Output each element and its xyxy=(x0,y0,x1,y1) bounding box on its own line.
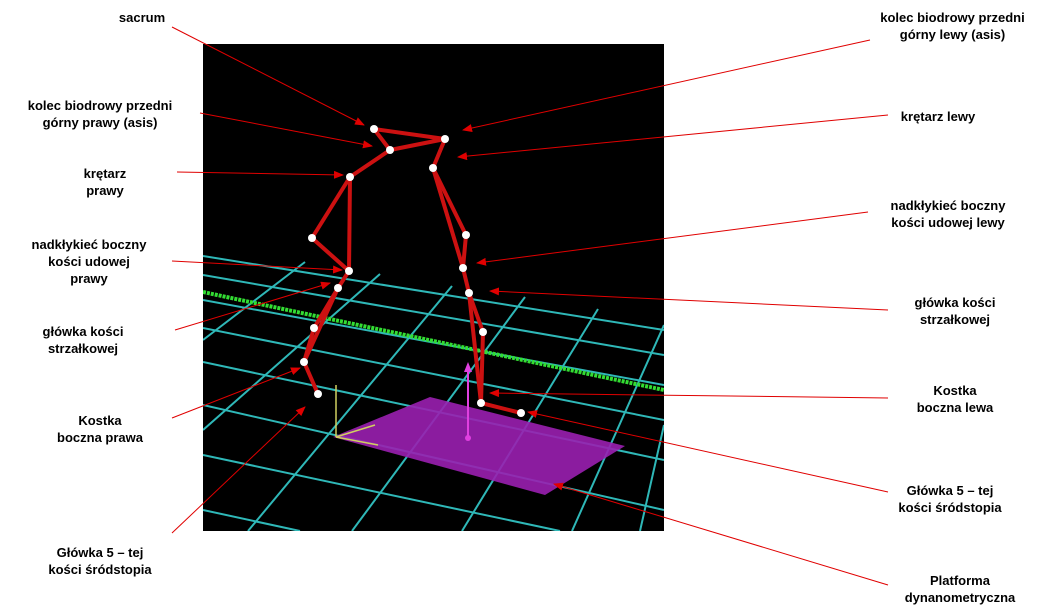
marker-trochanter-right xyxy=(346,173,354,181)
marker-epicondyle-right xyxy=(345,267,353,275)
marker-shank-left xyxy=(479,328,487,336)
marker-epicondyle-left xyxy=(459,264,467,272)
label-metatarsal-right: Główka 5 – tej kości śródstopia xyxy=(48,545,152,577)
annotation-arrows xyxy=(171,26,889,586)
coordinate-axes xyxy=(335,385,379,446)
label-metatarsal-left: Główka 5 – tej kości śródstopia xyxy=(898,483,1002,515)
label-trochanter-right: krętarz prawy xyxy=(83,166,127,198)
marker-thigh-left xyxy=(462,231,470,239)
ground-grid xyxy=(203,255,664,531)
label-epicondyle-left: nadkłykieć boczny kości udowej lewy xyxy=(890,198,1006,230)
label-fibula-head-left: główka kości strzałkowej xyxy=(914,295,996,327)
marker-asis-left xyxy=(441,135,449,143)
label-fibula-head-right: główka kości strzałkowej xyxy=(42,324,124,356)
marker-fibula-head-left xyxy=(465,289,473,297)
force-vector xyxy=(464,362,472,441)
label-platform: Platforma dynanometryczna xyxy=(904,573,1016,605)
label-sacrum: sacrum xyxy=(118,10,166,25)
label-trochanter-left: krętarz lewy xyxy=(900,109,976,124)
marker-metatarsal-left xyxy=(517,409,525,417)
skeleton-markers xyxy=(300,125,525,417)
marker-fibula-head-right xyxy=(334,284,342,292)
marker-ankle-right xyxy=(300,358,308,366)
force-platform xyxy=(333,397,625,495)
marker-ankle-left xyxy=(477,399,485,407)
marker-shank-right xyxy=(310,324,318,332)
label-ankle-left: Kostka boczna lewa xyxy=(916,383,994,415)
marker-thigh-right xyxy=(308,234,316,242)
marker-trochanter-left xyxy=(429,164,437,172)
label-ankle-right: Kostka boczna prawa xyxy=(57,413,143,445)
marker-asis-right xyxy=(386,146,394,154)
marker-metatarsal-right xyxy=(314,390,322,398)
label-asis-left: kolec biodrowy przedni górny lewy (asis) xyxy=(880,10,1025,42)
ground-axis-line xyxy=(203,290,664,392)
marker-sacrum xyxy=(370,125,378,133)
label-asis-right: kolec biodrowy przedni górny prawy (asis) xyxy=(27,98,173,130)
label-epicondyle-right: nadkłykieć boczny kości udowej prawy xyxy=(31,237,147,286)
skeleton-model xyxy=(302,127,523,415)
